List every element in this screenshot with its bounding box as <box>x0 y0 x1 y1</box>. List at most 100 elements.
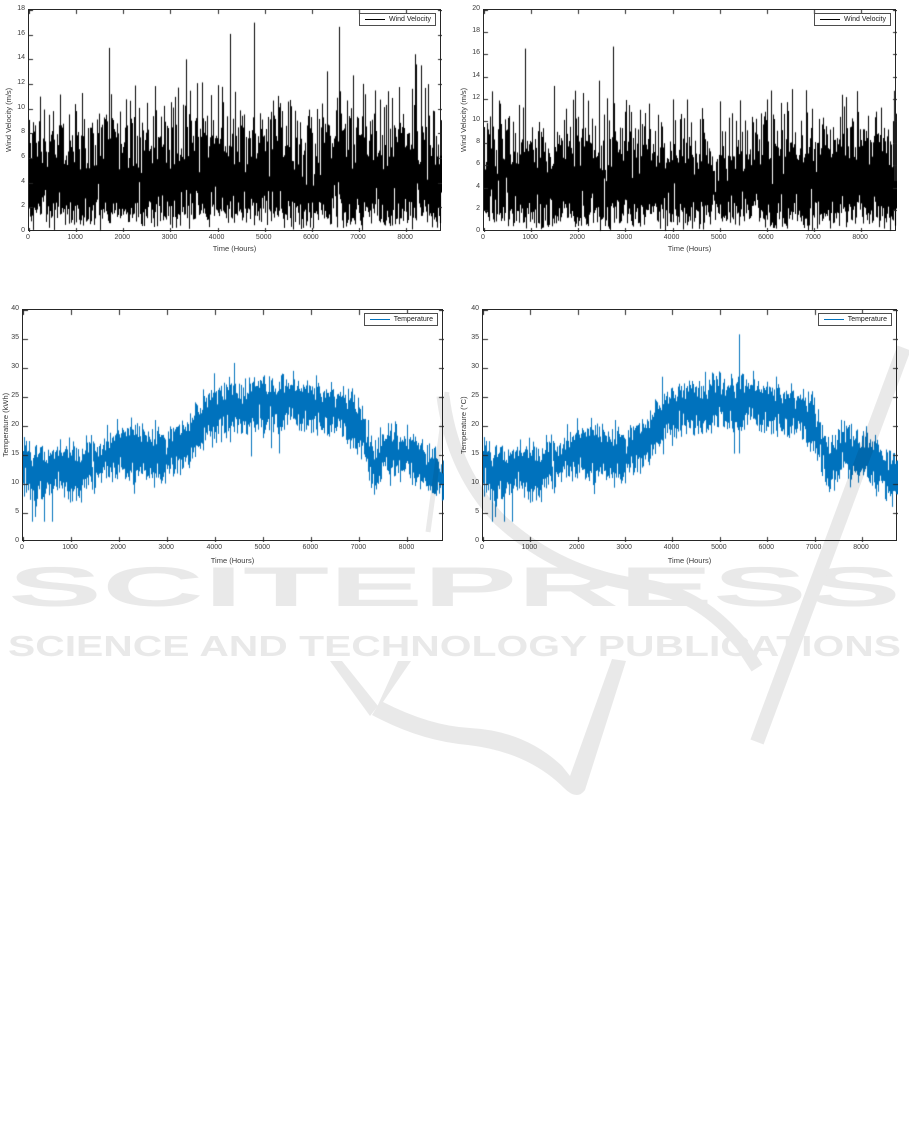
legend-line-sample <box>369 319 390 320</box>
legend-label: Temperature <box>393 316 433 323</box>
legend: Wind Velocity <box>813 13 891 26</box>
x-tick-label: 0 <box>481 234 485 241</box>
x-tick-label: 6000 <box>303 234 319 241</box>
series-canvas <box>484 10 897 232</box>
x-tick-label: 3000 <box>616 234 633 241</box>
x-axis-label: Time (Hours) <box>667 244 712 253</box>
swoosh-icon <box>330 661 378 716</box>
chart-wind-velocity-2: Wind Velocity (m/s) Wind Velocity Time (… <box>455 0 909 262</box>
x-tick-label: 6000 <box>758 234 774 241</box>
x-tick-label: 7000 <box>805 234 821 241</box>
y-tick-label: 0 <box>476 227 480 234</box>
x-tick-label: 6000 <box>758 544 775 551</box>
x-tick-label: 2000 <box>110 544 126 551</box>
y-tick-label: 0 <box>15 537 19 544</box>
y-tick-label: 30 <box>471 363 479 370</box>
x-tick-label: 7000 <box>350 234 366 241</box>
x-axis-label: Time (Hours) <box>212 244 257 253</box>
chart-wind-velocity-1: Wind Velocity (m/s) Wind Velocity Time (… <box>0 0 455 262</box>
x-tick-label: 0 <box>20 544 24 551</box>
chart-temperature-2: Temperature (°C) Temperature Time (Hours… <box>455 300 909 572</box>
legend: Wind Velocity <box>358 13 436 26</box>
y-tick-label: 8 <box>476 138 480 146</box>
x-axis-label: Time (Hours) <box>210 556 255 565</box>
y-tick-label: 12 <box>472 93 480 101</box>
x-tick-label: 1000 <box>67 234 83 241</box>
x-tick-label: 6000 <box>302 544 319 551</box>
y-tick-label: 35 <box>471 334 479 341</box>
y-tick-label: 20 <box>472 5 480 12</box>
x-tick-label: 1000 <box>62 544 78 551</box>
legend: Temperature <box>363 313 438 326</box>
y-tick-label: 8 <box>21 128 25 136</box>
y-tick-label: 15 <box>11 450 19 457</box>
y-tick-label: 25 <box>471 392 479 399</box>
x-tick-label: 4000 <box>206 544 223 551</box>
y-tick-label: 14 <box>17 54 25 62</box>
y-tick-label: 2 <box>21 202 25 210</box>
y-tick-label: 5 <box>15 508 19 515</box>
y-tick-label: 4 <box>476 182 480 190</box>
x-tick-label: 4000 <box>663 234 680 241</box>
x-tick-label: 8000 <box>398 544 415 551</box>
x-tick-label: 8000 <box>397 234 413 241</box>
x-tick-label: 8000 <box>852 234 868 241</box>
y-tick-label: 6 <box>476 160 480 168</box>
x-tick-label: 0 <box>480 544 484 551</box>
y-tick-label: 0 <box>475 537 479 544</box>
series-canvas <box>29 10 442 232</box>
y-tick-label: 6 <box>21 153 25 160</box>
legend-label: Wind Velocity <box>388 16 431 23</box>
y-tick-label: 18 <box>472 27 480 35</box>
x-tick-label: 8000 <box>853 544 869 551</box>
y-tick-label: 40 <box>471 305 479 312</box>
watermark-subtitle: SCIENCE AND TECHNOLOGY PUBLICATIONS <box>8 631 901 663</box>
x-tick-label: 4000 <box>663 544 680 551</box>
y-tick-label: 10 <box>11 479 19 486</box>
plot-area: Wind Velocity <box>483 9 897 232</box>
x-tick-label: 4000 <box>208 234 225 241</box>
y-tick-label: 15 <box>471 450 479 457</box>
x-tick-label: 1000 <box>521 544 538 551</box>
x-tick-label: 2000 <box>568 544 585 551</box>
x-tick-label: 5000 <box>255 234 272 241</box>
legend-label: Temperature <box>847 316 887 323</box>
x-tick-label: 5000 <box>711 544 727 551</box>
x-tick-label: 5000 <box>710 234 727 241</box>
x-tick-label: 5000 <box>254 544 271 551</box>
x-tick-label: 3000 <box>161 234 178 241</box>
x-tick-label: 3000 <box>616 544 632 551</box>
x-tick-label: 7000 <box>805 544 822 551</box>
y-axis-label: Wind Velocity (m/s) <box>4 87 13 153</box>
legend-line-sample <box>819 19 840 20</box>
y-tick-label: 18 <box>17 5 25 12</box>
y-tick-label: 40 <box>11 305 19 312</box>
x-axis-label: Time (Hours) <box>667 556 712 565</box>
x-tick-label: 7000 <box>350 544 367 551</box>
y-tick-label: 16 <box>472 49 480 57</box>
plot-area: Temperature <box>482 309 898 542</box>
plot-area: Temperature <box>22 309 444 542</box>
legend-line-sample <box>823 319 844 320</box>
x-tick-label: 2000 <box>114 234 131 241</box>
series-canvas <box>483 310 898 542</box>
y-tick-label: 30 <box>11 363 19 370</box>
chart-temperature-1: Temperature (kWh) Temperature Time (Hour… <box>0 300 455 572</box>
y-tick-label: 2 <box>476 204 480 212</box>
legend: Temperature <box>817 313 892 326</box>
legend-label: Wind Velocity <box>843 16 886 23</box>
y-tick-label: 0 <box>21 227 25 234</box>
y-tick-label: 10 <box>17 103 25 111</box>
x-tick-label: 1000 <box>522 234 538 241</box>
x-tick-label: 3000 <box>158 544 174 551</box>
plot-area: Wind Velocity <box>28 9 442 232</box>
y-tick-label: 10 <box>471 479 479 486</box>
x-tick-label: 2000 <box>569 234 586 241</box>
y-tick-label: 20 <box>471 421 479 428</box>
y-tick-label: 12 <box>17 79 25 86</box>
y-tick-label: 10 <box>472 116 480 123</box>
x-tick-label: 0 <box>26 234 30 241</box>
y-tick-label: 5 <box>475 508 479 515</box>
series-canvas <box>23 310 444 542</box>
